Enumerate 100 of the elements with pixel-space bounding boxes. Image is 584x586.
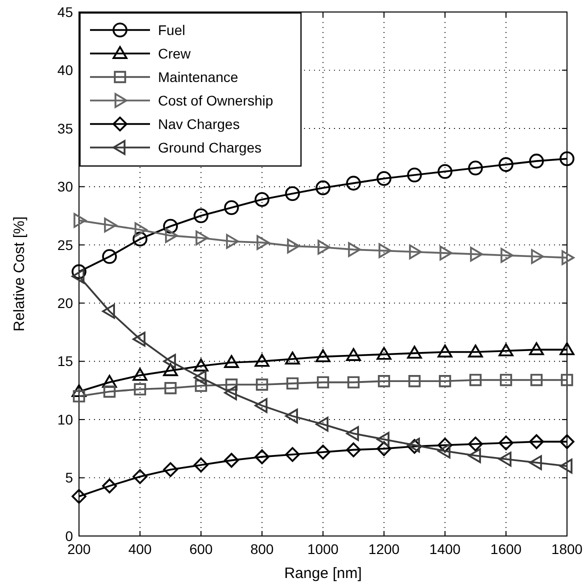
point xyxy=(562,250,574,266)
point xyxy=(74,213,86,228)
x-tick-label: 200 xyxy=(67,541,91,557)
point xyxy=(72,390,86,402)
point xyxy=(72,264,86,280)
y-tick-label: 0 xyxy=(65,528,74,544)
legend-label: Crew xyxy=(158,45,192,62)
point xyxy=(224,385,237,400)
point xyxy=(254,192,270,207)
point xyxy=(165,228,178,243)
point xyxy=(194,458,208,472)
point xyxy=(560,374,574,386)
point xyxy=(134,383,146,396)
point xyxy=(378,243,392,258)
point xyxy=(316,416,328,432)
point xyxy=(500,374,512,386)
point xyxy=(531,249,544,264)
x-tick-label: 400 xyxy=(128,541,152,557)
point xyxy=(132,232,148,246)
point xyxy=(407,168,422,182)
point xyxy=(347,376,360,388)
point xyxy=(163,218,178,234)
point xyxy=(346,426,359,441)
point xyxy=(316,349,330,362)
x-tick-label: 1600 xyxy=(490,541,522,557)
point xyxy=(134,222,148,238)
point xyxy=(316,376,330,388)
y-tick-label: 10 xyxy=(57,411,74,428)
point xyxy=(529,154,544,168)
point xyxy=(346,176,361,191)
point xyxy=(102,304,115,319)
y-tick-label: 25 xyxy=(57,236,74,253)
point xyxy=(285,408,298,424)
point xyxy=(226,234,239,249)
point xyxy=(409,244,422,260)
point xyxy=(163,363,178,376)
point xyxy=(468,436,483,452)
point xyxy=(72,268,84,284)
x-tick-label: 1000 xyxy=(307,541,339,557)
point xyxy=(376,346,392,360)
y-tick-label: 15 xyxy=(57,353,74,370)
point xyxy=(132,469,148,484)
point xyxy=(104,218,117,232)
point xyxy=(316,180,330,196)
point xyxy=(468,344,483,358)
point xyxy=(346,348,361,361)
point xyxy=(378,375,390,388)
point xyxy=(530,374,543,386)
point xyxy=(438,164,452,179)
point xyxy=(164,382,177,394)
point xyxy=(286,377,299,390)
point xyxy=(438,444,450,458)
point xyxy=(102,249,117,264)
point xyxy=(318,240,330,255)
x-tick-label: 1800 xyxy=(551,541,583,557)
point xyxy=(529,434,544,450)
point xyxy=(529,455,542,470)
point xyxy=(470,246,483,262)
x-tick-label: 1400 xyxy=(429,541,461,557)
point xyxy=(560,342,574,356)
point xyxy=(407,346,422,359)
point xyxy=(224,200,239,216)
point xyxy=(438,375,452,388)
point xyxy=(285,186,300,202)
point xyxy=(468,160,483,176)
y-axis-title: Relative Cost [%] xyxy=(11,216,28,332)
point xyxy=(72,489,86,504)
point xyxy=(498,157,514,172)
point xyxy=(408,375,421,388)
point xyxy=(498,435,514,450)
legend-label: Fuel xyxy=(158,22,186,38)
point xyxy=(224,452,239,468)
point xyxy=(376,432,390,447)
x-tick-label: 1200 xyxy=(368,541,400,557)
point xyxy=(194,208,208,224)
point xyxy=(287,238,300,254)
point xyxy=(348,242,361,257)
x-tick-label: 600 xyxy=(189,541,213,557)
point xyxy=(529,342,544,356)
point xyxy=(132,368,148,381)
y-tick-label: 45 xyxy=(57,4,74,20)
point xyxy=(163,354,176,369)
point xyxy=(316,444,330,460)
point xyxy=(163,462,178,478)
y-tick-label: 20 xyxy=(57,295,74,312)
point xyxy=(440,246,452,260)
point xyxy=(560,458,572,474)
y-tick-label: 40 xyxy=(57,62,74,78)
point xyxy=(376,441,392,456)
point xyxy=(560,434,574,450)
point xyxy=(346,442,361,458)
point xyxy=(254,398,268,413)
point xyxy=(132,332,146,347)
point xyxy=(376,171,392,186)
point xyxy=(285,352,300,364)
point xyxy=(498,343,514,356)
x-axis-title: Range [nm] xyxy=(284,565,362,582)
point xyxy=(469,374,482,386)
point xyxy=(194,370,206,386)
legend-label: Maintenance xyxy=(158,68,238,85)
